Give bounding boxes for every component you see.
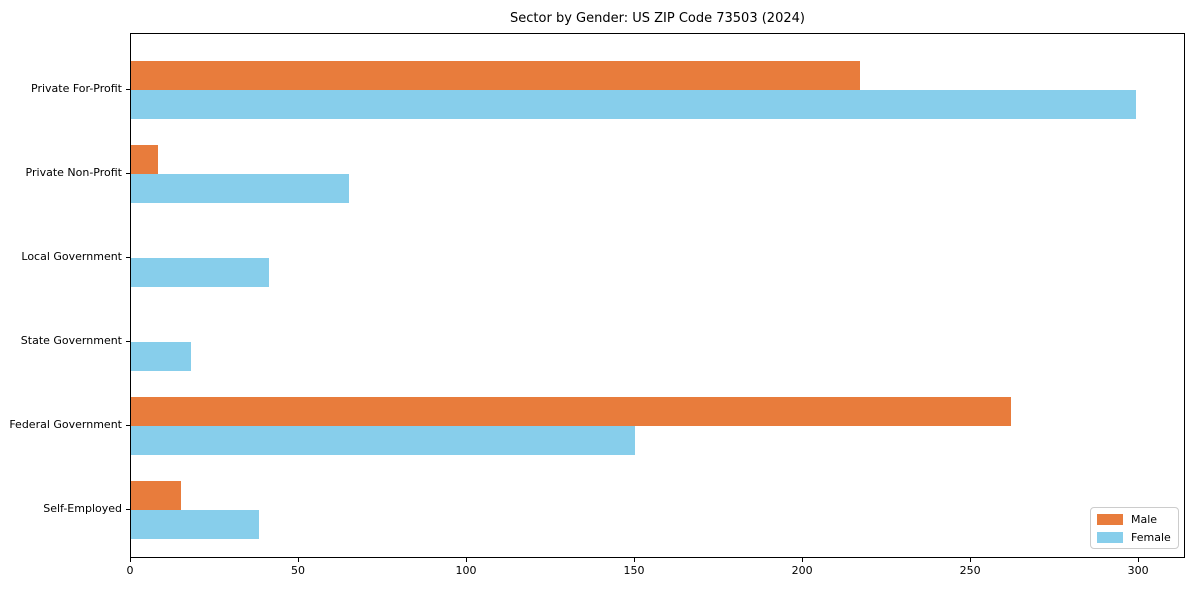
x-tick-mark: [802, 558, 804, 562]
x-tick-mark: [298, 558, 300, 562]
legend-item-female: Female: [1097, 530, 1171, 544]
bar-female: [131, 258, 269, 287]
legend-label-male: Male: [1131, 512, 1158, 526]
bar-female: [131, 426, 636, 455]
x-tick-label: 300: [1127, 564, 1149, 577]
y-axis-label: Self-Employed: [43, 502, 122, 515]
x-tick-label: 150: [623, 564, 645, 577]
bar-male: [131, 481, 182, 510]
bar-female: [131, 90, 1136, 119]
y-tick-mark: [126, 257, 130, 258]
x-tick-label: 200: [791, 564, 813, 577]
legend: Male Female: [1090, 507, 1179, 549]
x-tick-mark: [130, 558, 131, 562]
bar-female: [131, 174, 350, 203]
y-tick-mark: [126, 341, 130, 342]
y-tick-mark: [126, 509, 130, 510]
bar-male: [131, 61, 861, 90]
y-axis-label: State Government: [20, 334, 122, 347]
x-tick-mark: [634, 558, 636, 562]
y-axis-label: Local Government: [21, 250, 122, 263]
y-tick-mark: [126, 89, 130, 90]
legend-swatch-female: [1097, 531, 1123, 543]
x-tick-label: 0: [126, 564, 134, 577]
x-tick-label: 250: [959, 564, 981, 577]
bar-male: [131, 397, 1012, 426]
x-tick-mark: [970, 558, 972, 562]
y-axis-label: Federal Government: [9, 418, 122, 431]
x-tick-mark: [1138, 558, 1140, 562]
legend-item-male: Male: [1097, 513, 1170, 526]
y-tick-mark: [126, 425, 130, 426]
x-tick-label: 50: [291, 564, 306, 577]
y-axis-label: Private Non-Profit: [25, 166, 122, 179]
x-tick-mark: [466, 558, 468, 562]
bar-female: [131, 342, 192, 371]
chart-title: Sector by Gender: US ZIP Code 73503 (202…: [510, 11, 805, 26]
y-tick-mark: [126, 173, 130, 174]
x-tick-label: 100: [455, 564, 477, 577]
plot-area: [130, 33, 1185, 558]
legend-label-female: Female: [1131, 530, 1171, 544]
bar-female: [131, 510, 259, 539]
bar-male: [131, 145, 158, 174]
legend-swatch-male: [1097, 513, 1123, 525]
y-axis-label: Private For-Profit: [31, 82, 122, 95]
